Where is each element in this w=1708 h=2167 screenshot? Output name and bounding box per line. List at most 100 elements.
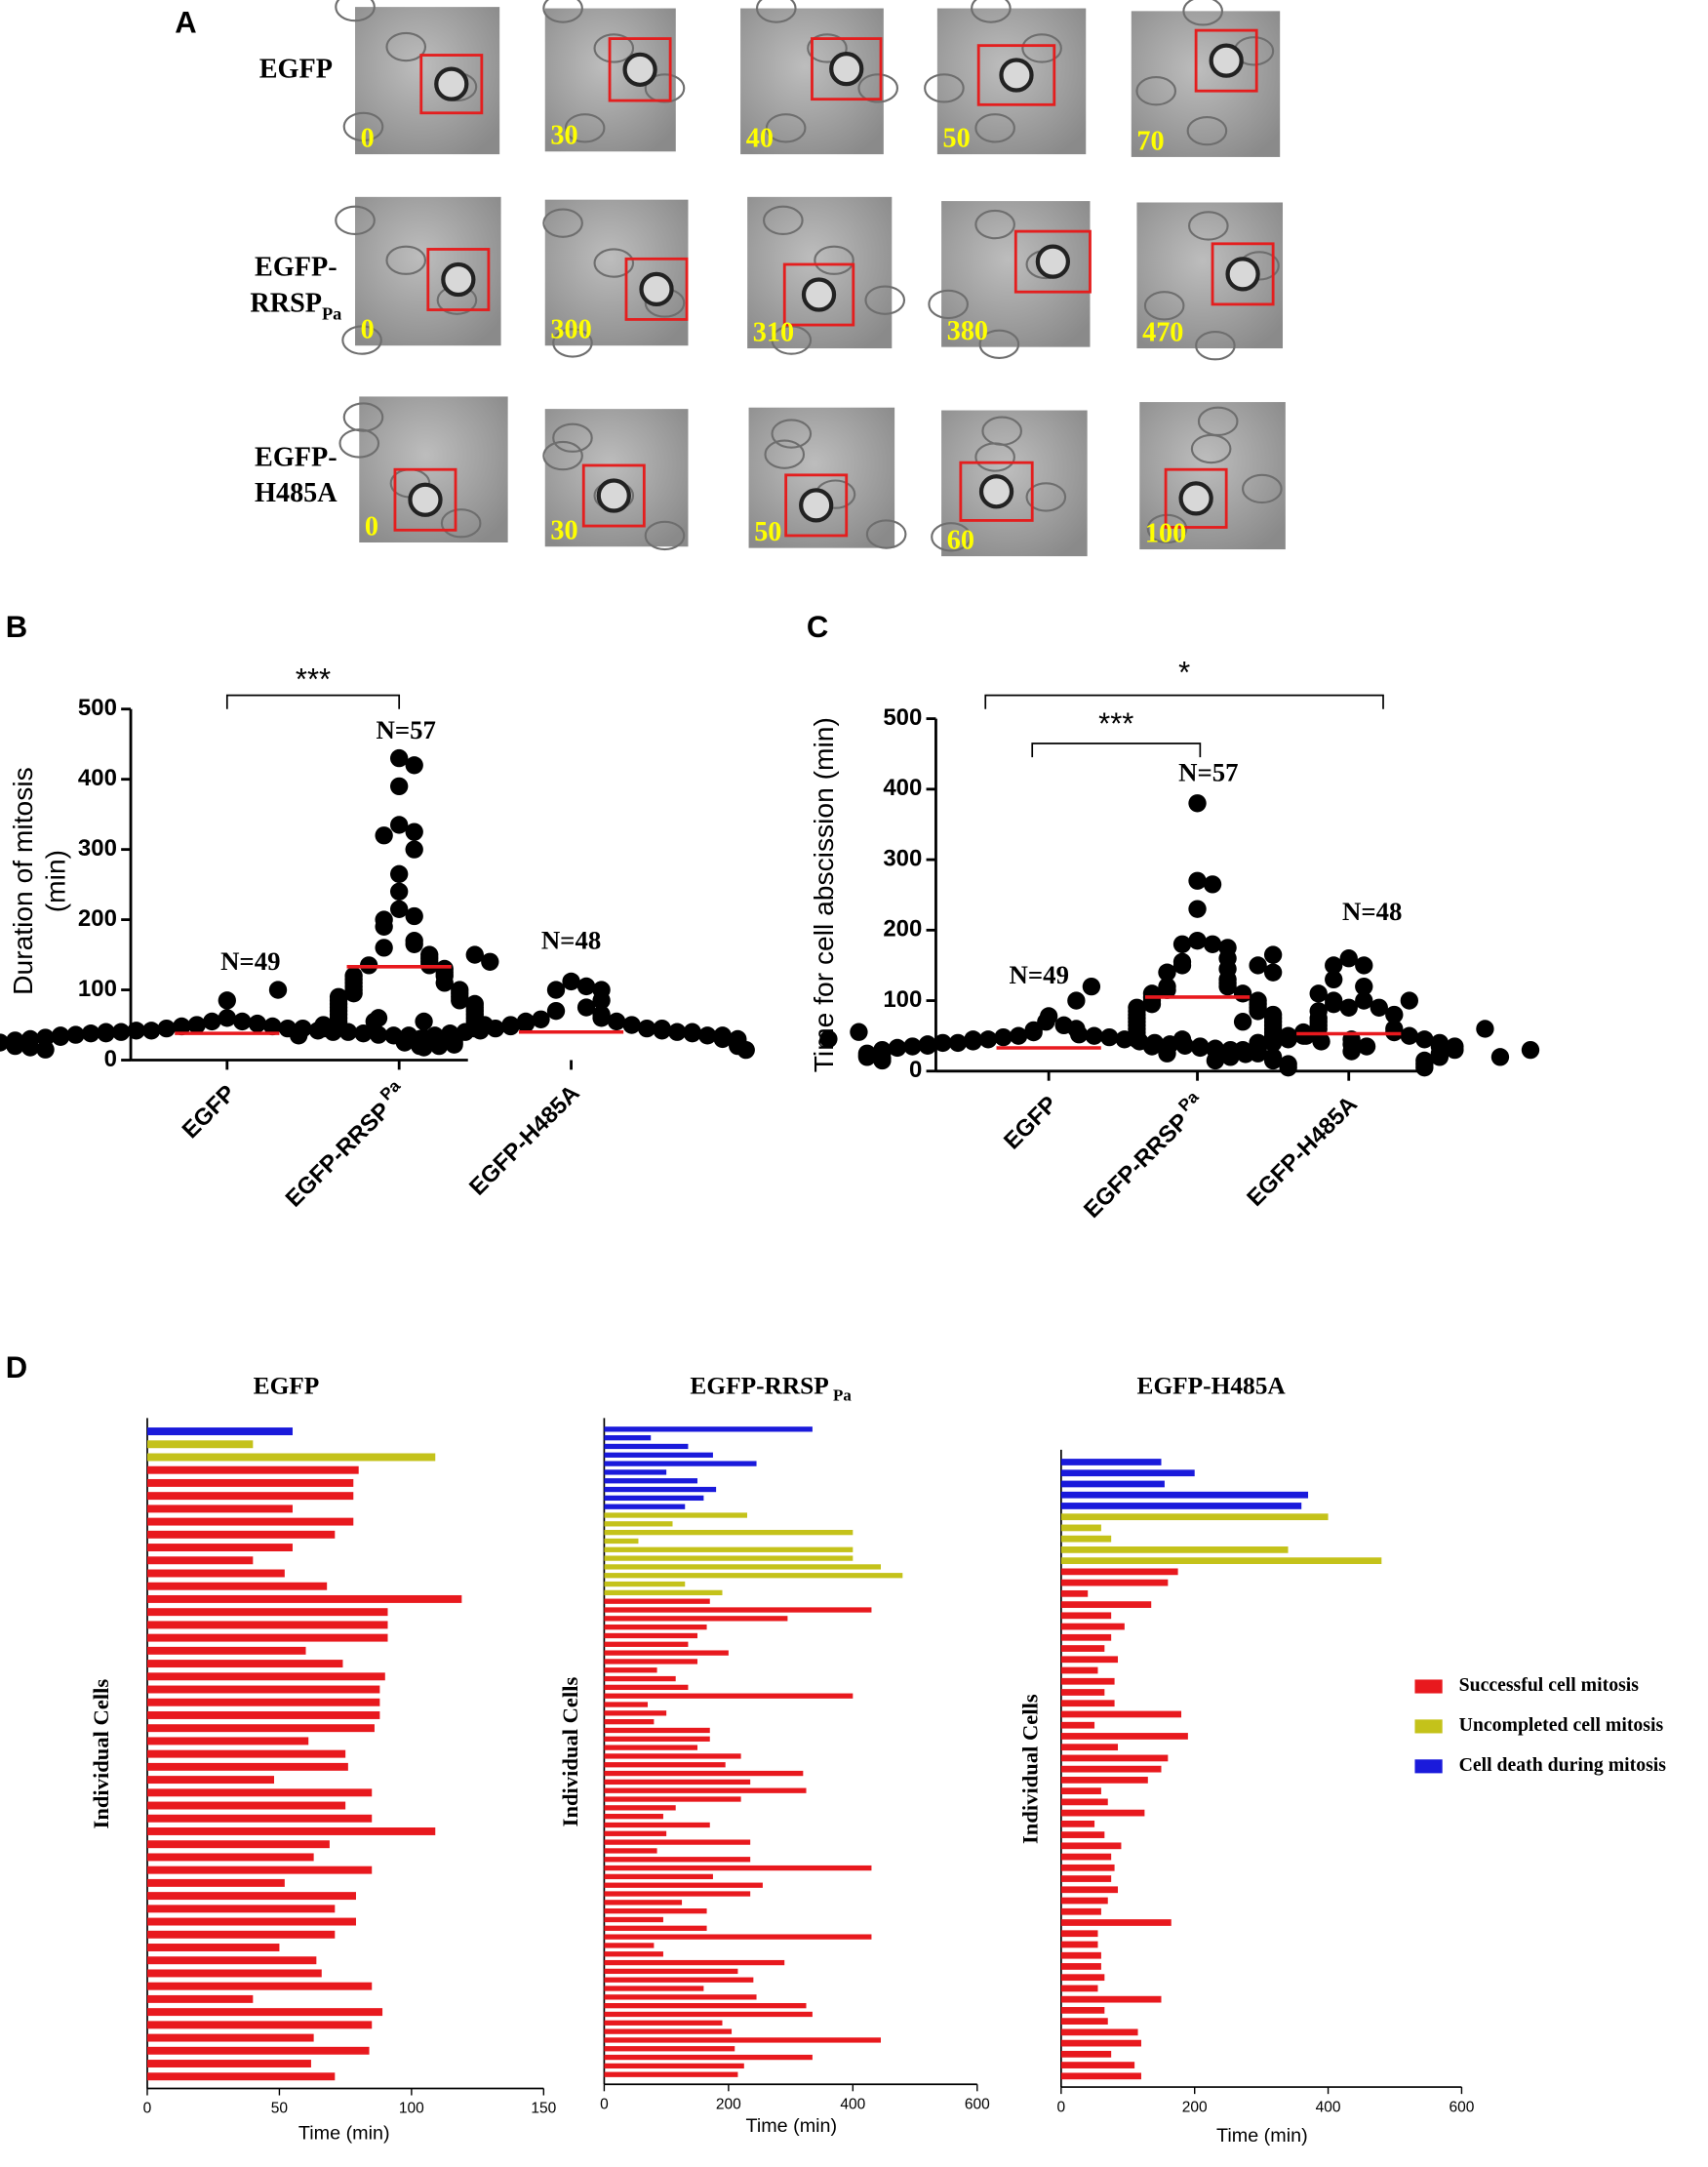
cell [552,422,593,453]
bar [1060,1765,1162,1773]
highlight-box [624,257,689,321]
bar [604,1538,639,1545]
data-point [1309,984,1328,1003]
data-point [1430,1048,1450,1066]
row-label: EGFP- [255,253,338,283]
data-point [187,1016,206,1034]
bar [1060,1919,1172,1926]
x-tick-label-part: EGFP [999,1091,1062,1154]
cell [564,113,606,143]
bar [1060,1557,1382,1565]
bar [1060,1974,1105,1982]
bar [604,1684,689,1691]
bar [604,1822,710,1828]
cell [755,0,797,23]
bar [604,1796,741,1802]
bar [604,1900,683,1906]
significance-label: *** [1098,706,1133,741]
data-point [1082,977,1101,996]
data-point [546,981,566,999]
data-point [1294,1026,1313,1045]
cell [814,245,854,275]
bar [146,1505,293,1513]
bar [146,1982,373,1990]
cell [385,31,427,62]
bar [1060,1524,1101,1532]
chart-title-part: EGFP-H485A [1137,1372,1287,1399]
bar [146,1994,254,2003]
highlight-box [419,54,484,115]
data-point [1339,998,1358,1017]
x-tick-label: 0 [143,2101,152,2117]
bar [1060,1864,1115,1871]
data-point [81,1023,100,1043]
data-point [622,1016,641,1034]
highlight-box [581,463,646,528]
bar [1060,1886,1119,1894]
bar [1060,1469,1195,1477]
bar [604,1461,757,1466]
data-point [736,1040,755,1060]
bar [146,1530,336,1539]
dividing-cell [978,474,1014,509]
data-point [390,816,409,834]
bar [604,1641,689,1647]
bar [604,1426,813,1432]
bar [1060,1568,1178,1576]
micrograph [544,409,689,547]
cell [764,439,806,469]
dividing-cell [801,277,837,312]
data-point [562,972,580,991]
cell [644,520,686,551]
highlight-box [959,461,1034,522]
data-point [948,1033,968,1053]
cell [974,209,1015,240]
bar [604,1564,882,1570]
bar [146,1569,285,1578]
bar [604,1625,707,1630]
data-point [6,1036,24,1056]
data-point [888,1038,907,1058]
bar [146,2021,373,2029]
data-point [857,1048,877,1066]
bar [1060,1513,1329,1521]
bar [1060,1744,1119,1751]
bar [146,1465,359,1474]
bar [146,1905,336,1913]
y-tick-label: 500 [78,695,117,721]
dividing-cell [1209,43,1244,78]
bar [604,1589,723,1596]
bar [1060,1787,1101,1795]
bar [604,1504,686,1509]
x-axis-label: Time (min) [1216,2125,1308,2147]
bar [604,1702,649,1707]
data-point [683,1023,701,1043]
data-point [203,1012,221,1031]
bar [604,1469,667,1475]
data-point [1476,1020,1494,1038]
highlight-box [1013,229,1092,294]
data-point [66,1025,85,1044]
bar [1060,1689,1105,1696]
data-point [218,1009,236,1027]
y-tick-label: 400 [883,775,922,801]
data-point [1067,991,1086,1010]
n-label: N=57 [1178,758,1238,787]
x-tick-label: 600 [965,2097,990,2113]
dividing-cell [1225,257,1260,292]
x-axis-label: Time (min) [298,2122,390,2144]
bar [1060,1656,1119,1664]
bar [604,1968,738,1975]
data-point [481,952,499,971]
x-tick-label: 50 [271,2101,289,2117]
bar [604,1977,754,1983]
dividing-cell [1178,481,1213,516]
cell [763,205,804,235]
data-point [142,1022,161,1040]
bar [604,1659,698,1665]
data-point [1172,935,1192,953]
cell [981,416,1022,446]
x-tick-label: EGFP-H485A [464,1080,585,1201]
bar [604,1650,729,1656]
x-tick-label-part: Pa [1174,1087,1202,1114]
